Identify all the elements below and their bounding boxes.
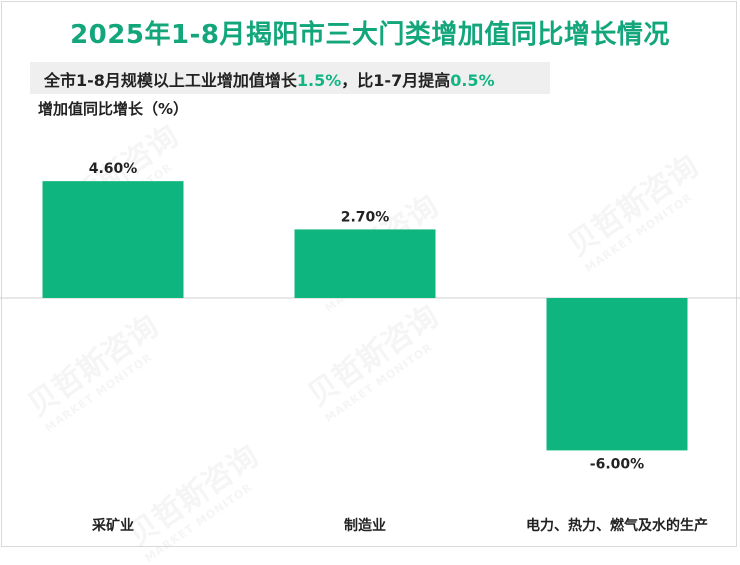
data-label: 2.70% [341,209,390,225]
summary-value-a: 1.5% [296,71,342,90]
data-label: -6.00% [590,456,644,472]
bar [294,229,436,298]
chart-frame [1,1,737,547]
bar-chart: 4.60% 采矿业 2.70% 制造业 -6.00% 电力、热力、燃气及水的生产 [0,161,740,534]
bar [42,181,184,298]
summary-box [30,62,550,94]
category-label: 采矿业 [91,517,134,534]
y-axis-label: 增加值同比增长（%） [38,100,189,118]
summary-text-b: ，比1-7月提高 [341,71,451,90]
category-label: 制造业 [344,517,386,534]
chart-title: 2025年1-8月揭阳市三大门类增加值同比增长情况 [70,20,670,50]
summary-text: 全市1-8月规模以上工业增加值增长1.5%，比1-7月提高0.5% [44,67,495,91]
bar [546,298,688,451]
category-label: 电力、热力、燃气及水的生产 [526,517,708,534]
data-label: 4.60% [89,161,138,177]
summary-text-a: 全市1-8月规模以上工业增加值增长 [44,71,297,90]
summary-value-b: 0.5% [450,71,495,90]
